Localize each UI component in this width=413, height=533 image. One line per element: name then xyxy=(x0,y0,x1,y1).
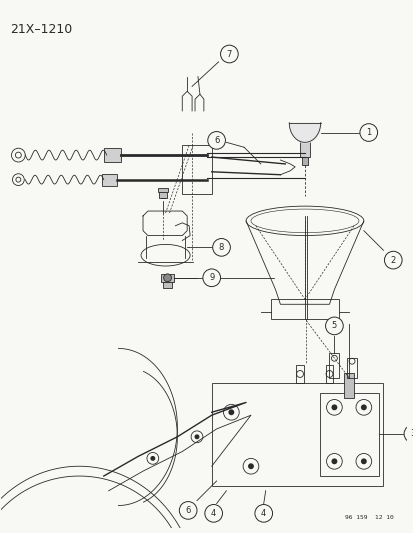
Bar xyxy=(104,148,121,162)
Circle shape xyxy=(254,505,272,522)
Text: 6: 6 xyxy=(185,506,190,515)
Text: 3: 3 xyxy=(409,430,413,438)
Bar xyxy=(343,373,353,398)
Circle shape xyxy=(228,409,234,415)
Text: 9: 9 xyxy=(209,273,214,282)
Text: 7: 7 xyxy=(226,50,232,59)
Text: 8: 8 xyxy=(218,243,224,252)
Bar xyxy=(162,282,172,288)
Circle shape xyxy=(204,505,222,522)
Circle shape xyxy=(359,124,377,141)
Circle shape xyxy=(331,405,337,410)
Circle shape xyxy=(163,274,171,282)
Bar xyxy=(157,189,167,192)
Text: 21X–1210: 21X–1210 xyxy=(10,22,73,36)
Text: 96 159  12 10: 96 159 12 10 xyxy=(344,515,392,520)
Bar xyxy=(102,174,117,185)
Circle shape xyxy=(325,317,342,335)
Bar xyxy=(301,157,307,165)
Bar xyxy=(347,358,356,378)
Circle shape xyxy=(212,239,230,256)
Circle shape xyxy=(194,434,199,439)
Bar xyxy=(329,353,339,378)
Bar xyxy=(299,142,309,157)
Text: 2: 2 xyxy=(390,256,395,264)
Bar xyxy=(160,274,174,282)
Text: 4: 4 xyxy=(261,509,266,518)
Circle shape xyxy=(331,458,337,464)
Circle shape xyxy=(403,425,413,443)
Bar xyxy=(325,365,332,383)
Circle shape xyxy=(220,45,237,63)
Circle shape xyxy=(360,405,366,410)
Text: 1: 1 xyxy=(365,128,370,137)
Text: 4: 4 xyxy=(211,509,216,518)
Circle shape xyxy=(179,502,197,519)
Circle shape xyxy=(384,251,401,269)
Bar xyxy=(295,365,303,383)
Circle shape xyxy=(202,269,220,287)
Circle shape xyxy=(207,132,225,149)
Circle shape xyxy=(247,463,253,469)
Text: 6: 6 xyxy=(214,136,219,145)
Bar xyxy=(158,192,166,198)
Circle shape xyxy=(150,456,155,461)
Text: 5: 5 xyxy=(331,321,336,330)
Circle shape xyxy=(360,458,366,464)
Bar xyxy=(270,300,339,319)
